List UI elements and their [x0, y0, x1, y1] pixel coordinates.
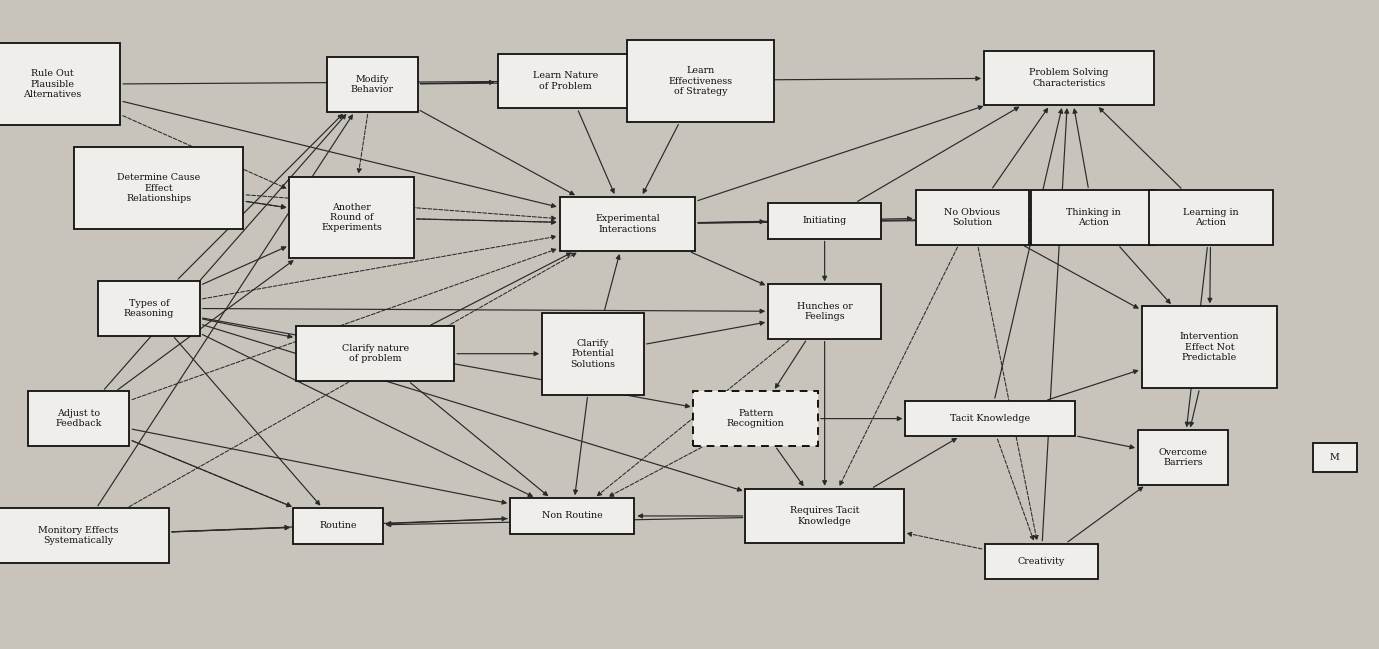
Text: Rule Out
Plausible
Alternatives: Rule Out Plausible Alternatives: [23, 69, 81, 99]
FancyBboxPatch shape: [694, 391, 818, 446]
Text: Initiating: Initiating: [803, 216, 847, 225]
FancyBboxPatch shape: [627, 40, 774, 122]
FancyBboxPatch shape: [327, 57, 418, 112]
FancyBboxPatch shape: [985, 51, 1153, 105]
Text: Experimental
Interactions: Experimental Interactions: [596, 214, 659, 234]
FancyBboxPatch shape: [1138, 430, 1229, 485]
Text: Learn Nature
of Problem: Learn Nature of Problem: [532, 71, 598, 91]
Text: Tacit Knowledge: Tacit Knowledge: [950, 414, 1030, 423]
Text: Overcome
Barriers: Overcome Barriers: [1158, 448, 1208, 467]
Text: Types of
Reasoning: Types of Reasoning: [124, 299, 174, 318]
FancyBboxPatch shape: [1149, 190, 1273, 245]
FancyBboxPatch shape: [290, 177, 414, 258]
Text: Intervention
Effect Not
Predictable: Intervention Effect Not Predictable: [1179, 332, 1240, 362]
Text: Modify
Behavior: Modify Behavior: [350, 75, 394, 94]
Text: Clarify nature
of problem: Clarify nature of problem: [342, 344, 408, 363]
Text: Problem Solving
Characteristics: Problem Solving Characteristics: [1029, 68, 1109, 88]
FancyBboxPatch shape: [542, 313, 644, 395]
FancyBboxPatch shape: [1313, 443, 1357, 472]
FancyBboxPatch shape: [498, 54, 633, 108]
FancyBboxPatch shape: [0, 508, 170, 563]
FancyBboxPatch shape: [1031, 190, 1156, 245]
FancyBboxPatch shape: [768, 284, 881, 339]
Text: No Obvious
Solution: No Obvious Solution: [945, 208, 1000, 227]
FancyBboxPatch shape: [905, 400, 1076, 436]
FancyBboxPatch shape: [768, 202, 881, 238]
Text: Clarify
Potential
Solutions: Clarify Potential Solutions: [571, 339, 615, 369]
FancyBboxPatch shape: [985, 544, 1098, 579]
FancyBboxPatch shape: [74, 147, 244, 229]
FancyBboxPatch shape: [28, 391, 130, 446]
FancyBboxPatch shape: [292, 508, 382, 544]
Text: Requires Tacit
Knowledge: Requires Tacit Knowledge: [790, 506, 859, 526]
Text: Routine: Routine: [319, 521, 357, 530]
Text: Hunches or
Feelings: Hunches or Feelings: [797, 302, 852, 321]
FancyBboxPatch shape: [560, 197, 695, 251]
Text: Another
Round of
Experiments: Another Round of Experiments: [321, 202, 382, 232]
FancyBboxPatch shape: [1142, 306, 1277, 388]
Text: Pattern
Recognition: Pattern Recognition: [727, 409, 785, 428]
Text: Adjust to
Feedback: Adjust to Feedback: [55, 409, 102, 428]
FancyBboxPatch shape: [296, 326, 454, 381]
Text: Creativity: Creativity: [1018, 557, 1065, 566]
FancyBboxPatch shape: [0, 43, 120, 125]
Text: Monitory Effects
Systematically: Monitory Effects Systematically: [39, 526, 119, 545]
Text: Non Routine: Non Routine: [542, 511, 603, 520]
FancyBboxPatch shape: [916, 190, 1029, 245]
Text: M: M: [1329, 453, 1340, 462]
Text: Determine Cause
Effect
Relationships: Determine Cause Effect Relationships: [117, 173, 200, 203]
FancyBboxPatch shape: [510, 498, 634, 533]
FancyBboxPatch shape: [98, 281, 200, 336]
Text: Learning in
Action: Learning in Action: [1183, 208, 1238, 227]
Text: Learn
Effectiveness
of Strategy: Learn Effectiveness of Strategy: [669, 66, 732, 96]
Text: Thinking in
Action: Thinking in Action: [1066, 208, 1121, 227]
FancyBboxPatch shape: [746, 489, 903, 543]
